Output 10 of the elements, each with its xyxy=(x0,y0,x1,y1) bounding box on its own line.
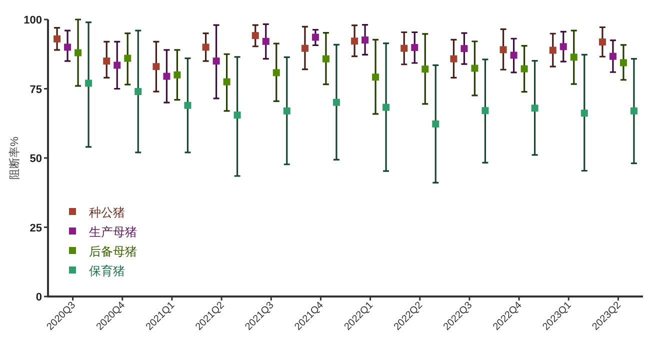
y-tick-label: 25 xyxy=(30,222,42,234)
y-tick-label: 100 xyxy=(24,14,42,26)
legend-label: 保育猪 xyxy=(89,264,125,278)
legend-label: 后备母猪 xyxy=(89,244,137,258)
legend-label: 种公猪 xyxy=(89,206,125,220)
legend-label: 生产母猪 xyxy=(89,225,137,239)
y-axis-title: 阻断率% xyxy=(8,136,21,180)
y-tick-label: 0 xyxy=(36,292,42,304)
y-tick-label: 50 xyxy=(30,153,42,165)
y-tick-label: 75 xyxy=(30,84,42,96)
